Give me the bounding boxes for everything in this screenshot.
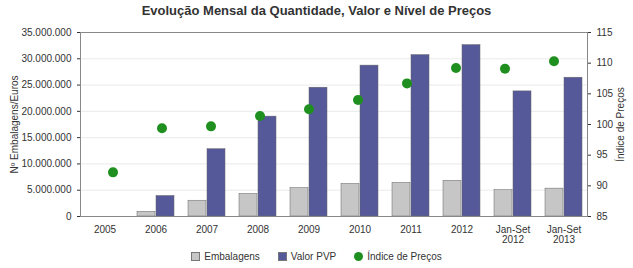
- svg-text:30.000.000: 30.000.000: [21, 53, 71, 64]
- svg-text:0: 0: [66, 211, 72, 222]
- svg-text:105: 105: [597, 88, 614, 99]
- svg-text:2010: 2010: [349, 224, 372, 235]
- svg-text:Índice de Preços: Índice de Preços: [614, 87, 626, 162]
- svg-text:2012: 2012: [451, 224, 474, 235]
- svg-text:25.000.000: 25.000.000: [21, 79, 71, 90]
- svg-text:2009: 2009: [298, 224, 321, 235]
- svg-text:Jan-Set2013: Jan-Set2013: [547, 224, 582, 245]
- svg-text:20.000.000: 20.000.000: [21, 106, 71, 117]
- svg-text:2008: 2008: [247, 224, 270, 235]
- svg-text:5.000.000: 5.000.000: [27, 184, 72, 195]
- svg-text:2005: 2005: [94, 224, 117, 235]
- svg-text:100: 100: [597, 119, 614, 130]
- svg-text:115: 115: [597, 27, 613, 38]
- svg-text:2011: 2011: [400, 224, 422, 235]
- html-text:Embalagens: Embalagens: [204, 250, 260, 262]
- svg-text:15.000.000: 15.000.000: [21, 132, 71, 143]
- svg-text:110: 110: [597, 57, 613, 68]
- html-text:Evolução Mensal da Quantidade,: Evolução Mensal da Quantidade, Valor e N…: [141, 3, 492, 18]
- svg-text:10.000.000: 10.000.000: [21, 158, 71, 169]
- svg-text:Jan-Set2012: Jan-Set2012: [496, 224, 531, 245]
- svg-text:2007: 2007: [196, 224, 219, 235]
- svg-text:35.000.000: 35.000.000: [21, 27, 71, 38]
- svg-text:90: 90: [597, 180, 609, 191]
- svg-text:85: 85: [597, 211, 609, 222]
- svg-text:Nº Embalagens/Euros: Nº Embalagens/Euros: [9, 75, 20, 173]
- html-text:Valor PVP: Valor PVP: [290, 250, 337, 262]
- html-text:Índice de Preços: Índice de Preços: [367, 250, 442, 262]
- svg-text:95: 95: [597, 149, 609, 160]
- svg-text:2006: 2006: [145, 224, 168, 235]
